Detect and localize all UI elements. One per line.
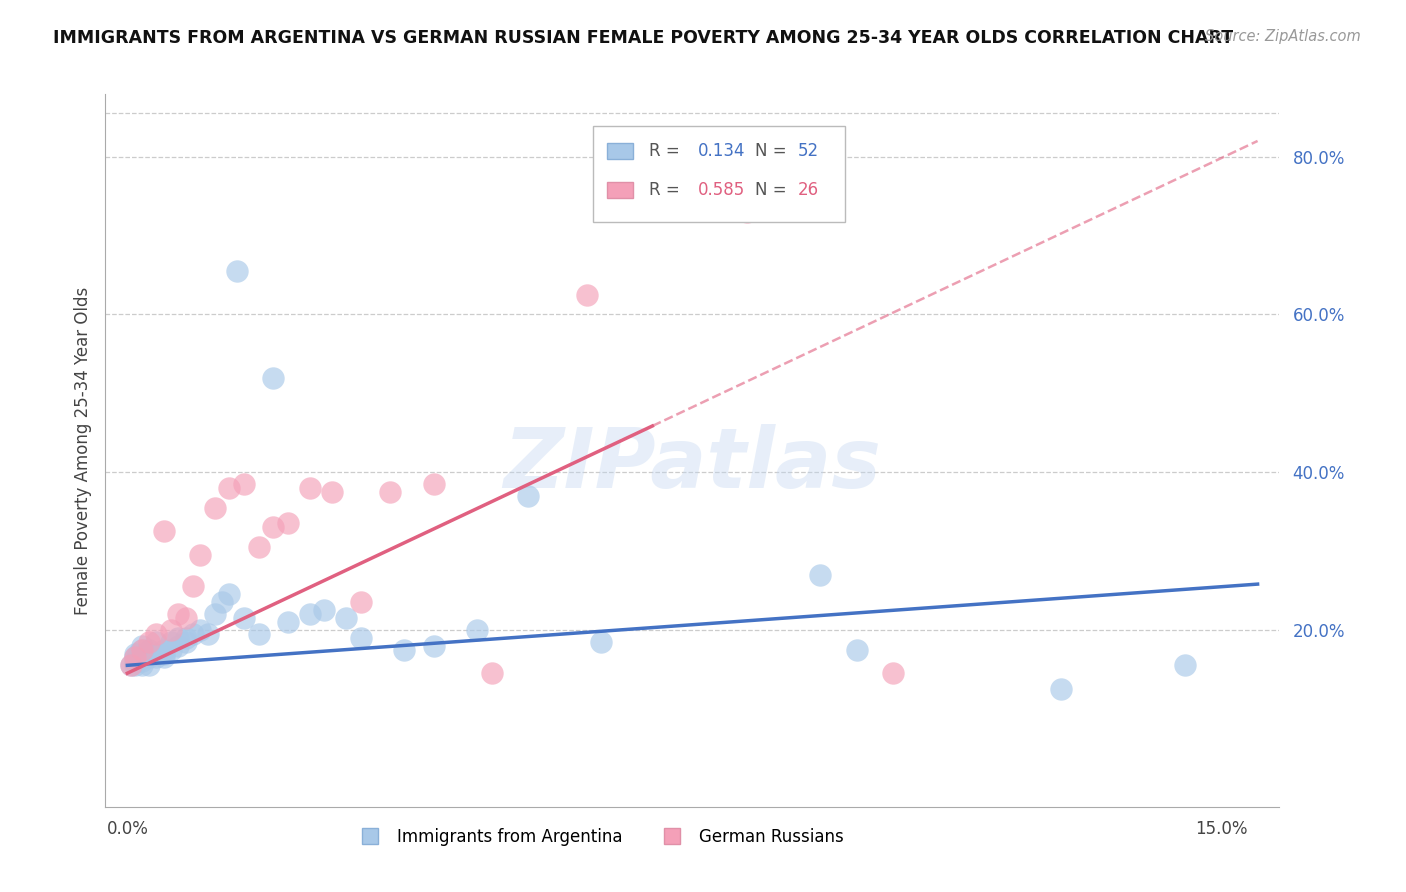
Point (575, 287, 598, 301)
Bar (607, 182, 633, 198)
Point (233, 477, 256, 491)
Point (247, 627, 270, 641)
Text: ZIPatlas: ZIPatlas (503, 425, 882, 505)
Point (378, 484, 401, 499)
Point (467, 623, 489, 637)
Point (181, 579, 204, 593)
Point (124, 654, 146, 668)
Point (131, 642, 153, 657)
Point (174, 611, 197, 625)
Bar (593, 126, 845, 222)
Point (138, 634, 160, 648)
Text: 0.585: 0.585 (699, 181, 745, 199)
Point (145, 634, 167, 648)
Point (845, 642, 868, 657)
Point (152, 642, 174, 657)
Point (131, 658, 153, 673)
Y-axis label: Female Poverty Among 25-34 Year Olds: Female Poverty Among 25-34 Year Olds (73, 286, 91, 615)
Point (167, 607, 190, 621)
Point (145, 647, 167, 661)
Point (350, 595, 373, 609)
Text: IMMIGRANTS FROM ARGENTINA VS GERMAN RUSSIAN FEMALE POVERTY AMONG 25-34 YEAR OLDS: IMMIGRANTS FROM ARGENTINA VS GERMAN RUSS… (53, 29, 1233, 47)
Point (422, 477, 444, 491)
Point (211, 595, 233, 609)
Point (127, 647, 149, 661)
Point (262, 520, 284, 534)
Point (145, 650, 167, 665)
Point (188, 548, 211, 562)
Text: N =: N = (755, 181, 792, 199)
Text: N =: N = (755, 142, 792, 160)
Point (197, 627, 219, 641)
Point (120, 658, 142, 673)
Point (131, 650, 153, 665)
Point (138, 642, 160, 657)
Point (350, 631, 373, 645)
Point (335, 611, 357, 625)
Point (735, 205, 758, 219)
Text: R =: R = (650, 142, 685, 160)
Point (218, 481, 240, 495)
Point (145, 627, 167, 641)
Point (138, 647, 160, 661)
Point (174, 631, 197, 645)
Point (277, 615, 299, 629)
Point (481, 666, 503, 681)
Point (152, 647, 174, 661)
Point (152, 524, 174, 539)
Point (882, 666, 904, 681)
Point (321, 484, 343, 499)
Point (422, 639, 444, 653)
Point (120, 658, 142, 673)
Point (138, 658, 160, 673)
Point (277, 516, 299, 531)
Point (1049, 681, 1071, 696)
Point (167, 639, 190, 653)
Text: 26: 26 (799, 181, 820, 199)
Bar (607, 143, 633, 159)
Point (167, 631, 190, 645)
Point (124, 658, 146, 673)
Point (124, 647, 146, 661)
Point (247, 540, 270, 554)
Point (124, 650, 146, 665)
Point (138, 650, 160, 665)
Point (204, 607, 226, 621)
Point (298, 607, 321, 621)
Point (204, 500, 226, 515)
Point (160, 642, 183, 657)
Point (591, 634, 613, 648)
Point (181, 627, 204, 641)
Point (131, 639, 153, 653)
Point (131, 654, 153, 668)
Point (131, 642, 153, 657)
Text: 0.134: 0.134 (699, 142, 745, 160)
Point (152, 650, 174, 665)
Point (124, 650, 146, 665)
Point (517, 489, 540, 503)
Point (233, 611, 256, 625)
Point (1174, 658, 1197, 673)
Point (188, 623, 211, 637)
Point (218, 587, 240, 601)
Point (225, 264, 247, 278)
Point (160, 623, 183, 637)
Text: R =: R = (650, 181, 685, 199)
Point (808, 567, 831, 582)
Text: Source: ZipAtlas.com: Source: ZipAtlas.com (1205, 29, 1361, 45)
Point (160, 634, 183, 648)
Point (314, 603, 336, 617)
Text: 52: 52 (799, 142, 820, 160)
Point (298, 481, 321, 495)
Point (262, 370, 284, 384)
Legend: Immigrants from Argentina, German Russians: Immigrants from Argentina, German Russia… (347, 822, 851, 853)
Point (394, 642, 416, 657)
Point (127, 654, 149, 668)
Point (174, 634, 197, 648)
